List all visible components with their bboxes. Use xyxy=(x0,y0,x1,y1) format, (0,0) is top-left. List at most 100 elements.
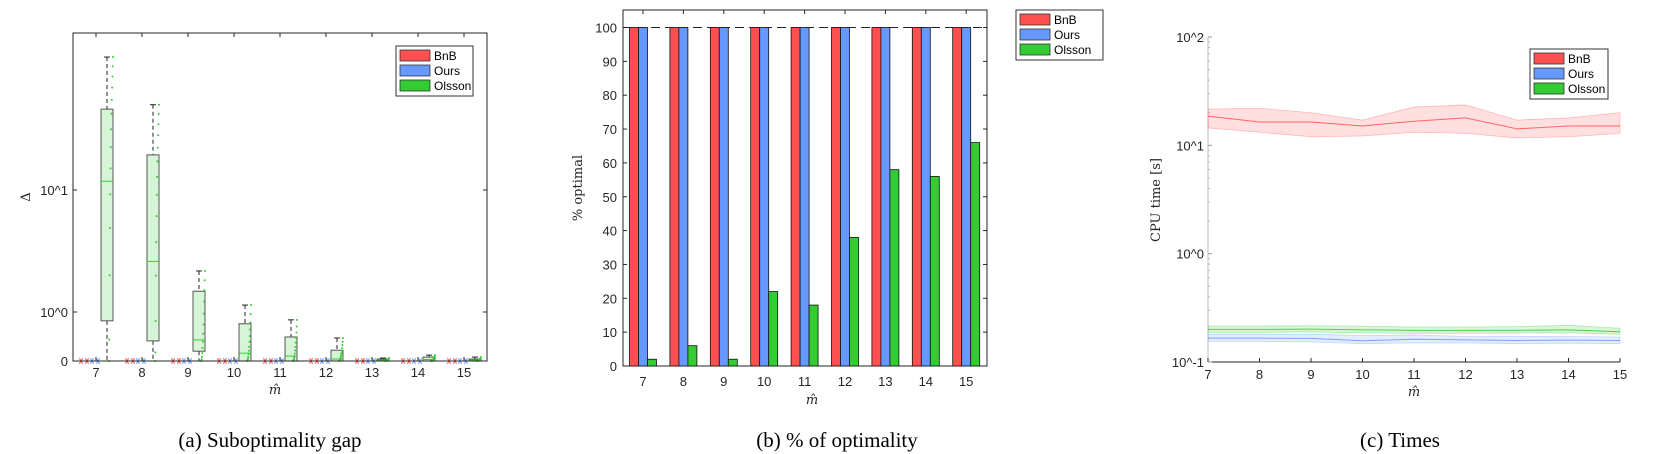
olsson-point xyxy=(249,328,252,331)
olsson-point xyxy=(156,146,159,149)
bar-olsson xyxy=(768,291,779,367)
y-tick-label: 10 xyxy=(603,325,617,340)
olsson-box xyxy=(146,154,160,342)
olsson-point xyxy=(246,357,249,360)
olsson-point xyxy=(247,353,250,356)
olsson-point xyxy=(156,175,159,178)
olsson-point xyxy=(157,113,160,116)
legend-label-olsson: Olsson xyxy=(1568,82,1605,96)
subplot-times: 10^-1 10^0 10^1 10^2 7 8 9 10 11 12 13 14 15 BnBOursO… xyxy=(1172,30,1627,382)
y-tick-label: 70 xyxy=(603,122,617,137)
olsson-point xyxy=(111,65,114,68)
bar-ours xyxy=(961,27,972,367)
olsson-point xyxy=(248,340,251,343)
olsson-point xyxy=(111,86,114,89)
olsson-point xyxy=(340,352,343,355)
olsson-point xyxy=(249,313,252,316)
x-tick-label: 13 xyxy=(878,374,892,389)
bar-ours xyxy=(678,27,689,367)
x-tick-label: 11 xyxy=(1407,367,1421,382)
xlabel-c: m̂ xyxy=(1408,385,1420,400)
legend-swatch-ours xyxy=(1533,67,1565,80)
y-tick-label: 10^1 xyxy=(1176,138,1204,153)
legend-label-ours: Ours xyxy=(1568,67,1594,81)
bar-olsson xyxy=(727,358,738,367)
olsson-point xyxy=(110,112,113,115)
xlabel-a: m̂ xyxy=(269,383,281,398)
legend-swatch-bnb xyxy=(1533,52,1565,65)
y-tick-label: 20 xyxy=(603,291,617,306)
legend-swatch-olsson xyxy=(1533,82,1565,95)
olsson-point xyxy=(248,345,251,348)
ylabel-b: % optimal xyxy=(571,155,586,221)
olsson-point xyxy=(155,241,158,244)
olsson-point xyxy=(293,352,296,355)
olsson-point xyxy=(200,358,203,361)
olsson-point xyxy=(203,300,206,303)
legend-label-olsson: Olsson xyxy=(1054,43,1091,57)
olsson-point xyxy=(158,103,160,106)
legend-label-olsson: Olsson xyxy=(434,79,471,93)
y-tick-label: 90 xyxy=(603,54,617,69)
olsson-point xyxy=(293,356,296,359)
olsson-point xyxy=(154,351,157,354)
olsson-point xyxy=(108,274,111,277)
bar-bnb xyxy=(709,27,720,367)
x-tick-label: 15 xyxy=(959,374,973,389)
olsson-point xyxy=(296,318,298,321)
caption-c: (c) Times xyxy=(1360,428,1440,452)
xlabel-b: m̂ xyxy=(806,393,818,408)
bar-olsson xyxy=(929,176,940,367)
olsson-point xyxy=(157,123,160,126)
legend-swatch-ours xyxy=(399,64,431,77)
y-tick-label: 10^1 xyxy=(40,183,68,198)
olsson-point xyxy=(341,347,344,350)
olsson-point xyxy=(111,75,114,78)
olsson-point xyxy=(201,352,204,355)
olsson-point xyxy=(340,349,343,352)
y-tick-label: 10^2 xyxy=(1176,30,1204,45)
olsson-point xyxy=(109,193,112,196)
olsson-point xyxy=(293,354,296,357)
olsson-point xyxy=(154,320,157,323)
bar-olsson xyxy=(687,345,698,367)
y-tick-label: 10^0 xyxy=(1176,247,1204,262)
x-tick-label: 13 xyxy=(365,365,379,380)
x-tick-label: 14 xyxy=(1561,367,1575,382)
olsson-point xyxy=(294,345,297,348)
olsson-point xyxy=(202,332,205,335)
olsson-point xyxy=(201,347,204,350)
bar-olsson xyxy=(647,358,657,367)
bar-ours xyxy=(799,27,810,367)
olsson-point xyxy=(341,340,344,343)
x-tick-label: 15 xyxy=(457,365,471,380)
bar-bnb xyxy=(750,27,761,367)
y-tick-label: 0 xyxy=(610,359,617,374)
legend-label-ours: Ours xyxy=(434,64,460,78)
y-tick-label: 80 xyxy=(603,88,617,103)
x-tick-label: 14 xyxy=(411,365,425,380)
legend-label-bnb: BnB xyxy=(1054,13,1077,27)
y-tick-label: 60 xyxy=(603,156,617,171)
olsson-point xyxy=(156,160,159,163)
x-tick-label: 12 xyxy=(319,365,333,380)
y-tick-label: 0 xyxy=(61,354,68,369)
x-tick-label: 10 xyxy=(757,374,771,389)
bar-olsson xyxy=(889,169,900,367)
olsson-point xyxy=(200,355,203,358)
olsson-mean-line xyxy=(1208,328,1621,333)
x-tick-label: 7 xyxy=(639,374,646,389)
bar-bnb xyxy=(790,27,801,367)
x-tick-label: 10 xyxy=(227,365,241,380)
olsson-point xyxy=(108,338,111,341)
olsson-point xyxy=(247,349,250,352)
olsson-point xyxy=(295,336,298,339)
legend-label-bnb: BnB xyxy=(434,49,457,63)
y-tick-label: 50 xyxy=(603,190,617,205)
y-tick-label: 10^-1 xyxy=(1172,355,1204,370)
olsson-box xyxy=(100,108,114,322)
y-tick-label: 30 xyxy=(603,257,617,272)
y-tick-label: 100 xyxy=(595,21,617,36)
olsson-box xyxy=(192,290,206,352)
